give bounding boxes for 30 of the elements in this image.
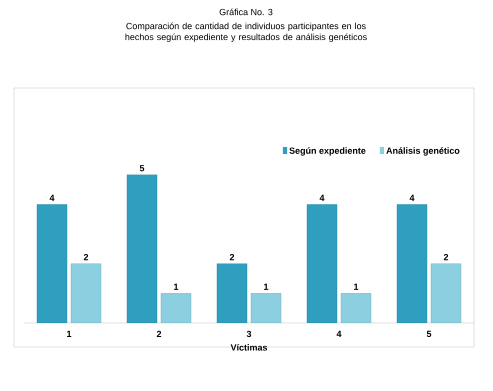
data-label: 4 <box>320 194 324 201</box>
data-label: 2 <box>84 254 88 260</box>
bar <box>340 293 372 323</box>
x-tick-label: 3 <box>246 330 252 338</box>
data-label: 2 <box>230 254 234 260</box>
data-label: 4 <box>410 194 414 201</box>
bar <box>36 204 68 323</box>
bar <box>126 174 158 323</box>
chart-title: Gráfica No. 3 <box>220 8 272 16</box>
bar <box>306 204 338 323</box>
x-tick-label: 1 <box>67 330 72 337</box>
data-label: 1 <box>174 284 178 290</box>
bar <box>250 293 282 323</box>
chart-subtitle: Comparación de cantidad de individuos participantes en los hechos según expediente y resultados de análisis genéticos <box>126 22 367 42</box>
data-label: 2 <box>444 254 448 260</box>
bar <box>216 264 248 323</box>
data-label: 1 <box>354 284 358 290</box>
data-label: 4 <box>50 194 54 201</box>
bar <box>396 204 428 323</box>
x-tick-label: 5 <box>426 330 432 338</box>
x-axis-title: Víctimas <box>230 344 268 351</box>
bar <box>430 264 462 323</box>
data-label: 1 <box>264 284 268 290</box>
legend-label: Análisis genético <box>386 147 460 156</box>
legend-label: Según expediente <box>289 147 366 156</box>
x-tick-label: 2 <box>156 330 162 338</box>
bar <box>70 264 102 323</box>
bar <box>160 293 192 323</box>
x-tick-label: 4 <box>336 330 342 337</box>
data-label: 5 <box>140 165 144 172</box>
